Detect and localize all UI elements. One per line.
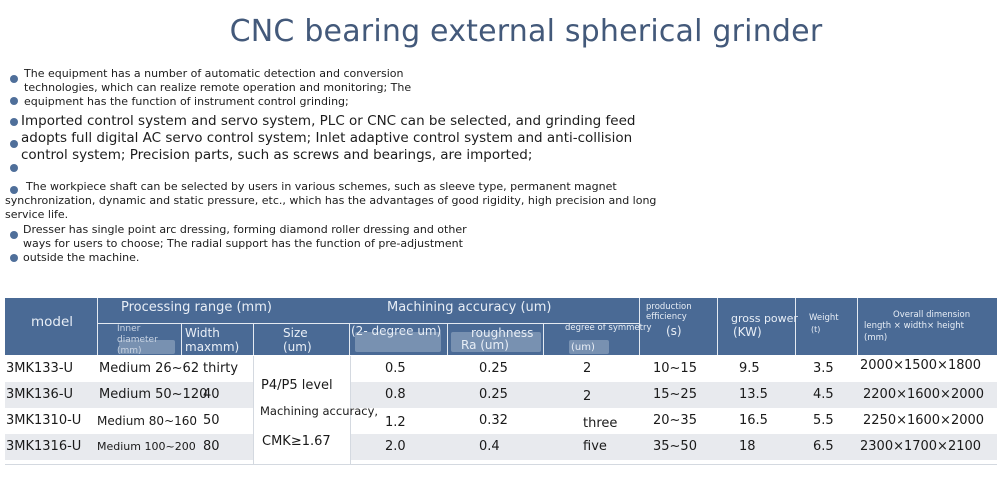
cell-dimension: 2300×1700×2100 [860,439,982,454]
merged-size-cell: P4/P5 level Machining accuracy, CMK≥1.67 [253,356,378,464]
cell-dimension: 2200×1600×2000 [863,387,985,402]
cell-accuracy: 0.5 [385,361,406,376]
cell-width: 80 [203,439,220,454]
cell-inner: Medium 26~62 [99,361,200,376]
cell-symmetry: five [583,439,607,454]
table-header: model Processing range (mm) Inner diamet… [5,298,997,356]
cell-width: 40 [203,387,220,402]
cell-model: 3MK136-U [6,387,74,402]
cell-model: 3MK133-U [6,361,74,376]
header-production-unit: (s) [666,324,682,338]
header-symmetry-unit: (um) [571,342,595,353]
cell-roughness: 0.4 [479,439,500,454]
bullet-text: Dresser has single point arc dressing, f… [23,223,467,236]
cell-efficiency: 10~15 [653,361,697,376]
table-row: 3MK1310-U Medium 80~160 50 1.2 0.32 thre… [5,408,997,434]
cell-symmetry: three [583,416,618,431]
bullet-text: Imported control system and servo system… [21,113,636,129]
cell-accuracy: 1.2 [385,415,406,430]
cell-inner: Medium 50~120 [99,387,208,402]
cell-model: 3MK1316-U [6,439,82,454]
cell-efficiency: 20~35 [653,413,697,428]
bullet-text: outside the machine. [23,251,140,264]
header-weight: Weight [809,313,839,323]
header-machining-accuracy: Machining accuracy (um) [387,300,552,315]
cell-power: 18 [739,439,756,454]
cell-roughness: 0.32 [479,413,508,428]
bullet-dot-icon [10,254,18,262]
header-model: model [31,314,74,330]
cell-power: 9.5 [739,361,760,376]
cell-weight: 4.5 [813,387,834,402]
cell-efficiency: 15~25 [653,387,697,402]
cell-symmetry: 2 [583,361,592,376]
merged-line-1: P4/P5 level [261,378,333,393]
bullet-text: equipment has the function of instrument… [24,95,349,108]
cell-roughness: 0.25 [479,361,508,376]
bullet-text: adopts full digital AC servo control sys… [21,130,633,146]
cell-power: 16.5 [739,413,768,428]
bullet-text: synchronization, dynamic and static pres… [5,194,657,207]
bullet-dot-icon [10,75,18,83]
cell-symmetry: 2 [583,389,592,404]
header-gross-power-unit: (KW) [733,325,762,339]
header-overall-dimension-sub: length × width× height [864,321,964,331]
page-title: CNC bearing external spherical grinder [229,14,823,49]
header-roughness: roughness [471,326,534,340]
table-row: 3MK1316-U Medium 100~200 80 2.0 0.4 five… [5,434,997,460]
cell-width: 50 [203,413,220,428]
cell-accuracy: 2.0 [385,439,406,454]
bullet-text: service life. [5,208,69,221]
bullet-dot-icon [10,164,18,172]
cell-power: 13.5 [739,387,768,402]
cell-roughness: 0.25 [479,387,508,402]
cell-efficiency: 35~50 [653,439,697,454]
cell-width: thirty [203,361,239,376]
bullet-text: ways for users to choose; The radial sup… [23,237,463,250]
header-processing-range: Processing range (mm) [121,300,272,315]
cell-inner: Medium 80~160 [97,414,198,428]
header-gross-power: gross power [731,312,798,325]
header-overall-dimension-unit: (mm) [864,333,888,343]
cell-dimension: 2000×1500×1800 [860,358,982,373]
header-width: Width maxmm) [185,326,240,354]
cell-model: 3MK1310-U [6,413,82,428]
header-production-efficiency: production efficiency [646,302,692,322]
bullet-text: control system; Precision parts, such as… [21,147,533,163]
cell-weight: 6.5 [813,439,834,454]
merged-line-3: CMK≥1.67 [262,434,331,449]
header-weight-unit: (t) [811,325,821,334]
header-size: Size (um) [283,326,312,354]
table-row: 3MK136-U Medium 50~120 40 0.8 0.25 2 15~… [5,382,997,408]
header-inner-diameter: Inner diameter (mm) [117,324,158,356]
header-two-degree: (2- degree um) [351,324,442,338]
cell-weight: 5.5 [813,413,834,428]
bullet-dot-icon [10,186,18,194]
table-row: 3MK133-U Medium 26~62 thirty 0.5 0.25 2 … [5,356,997,382]
header-overall-dimension: Overall dimension [893,310,971,320]
bullet-dot-icon [10,118,18,126]
merged-line-2: Machining accuracy, [260,404,379,418]
bullet-dot-icon [10,231,18,239]
cell-dimension: 2250×1600×2000 [863,413,985,428]
header-symmetry: degree of symmetry [565,323,652,333]
bullet-text: The equipment has a number of automatic … [24,67,404,80]
cell-accuracy: 0.8 [385,387,406,402]
cell-inner: Medium 100~200 [97,440,196,453]
bullet-dot-icon [10,140,18,148]
header-roughness-unit: Ra (um) [461,338,509,352]
bullet-dot-icon [10,97,18,105]
spec-table: model Processing range (mm) Inner diamet… [5,298,997,466]
bullet-text: technologies, which can realize remote o… [24,81,412,94]
bullet-text: The workpiece shaft can be selected by u… [26,180,617,193]
cell-weight: 3.5 [813,361,834,376]
